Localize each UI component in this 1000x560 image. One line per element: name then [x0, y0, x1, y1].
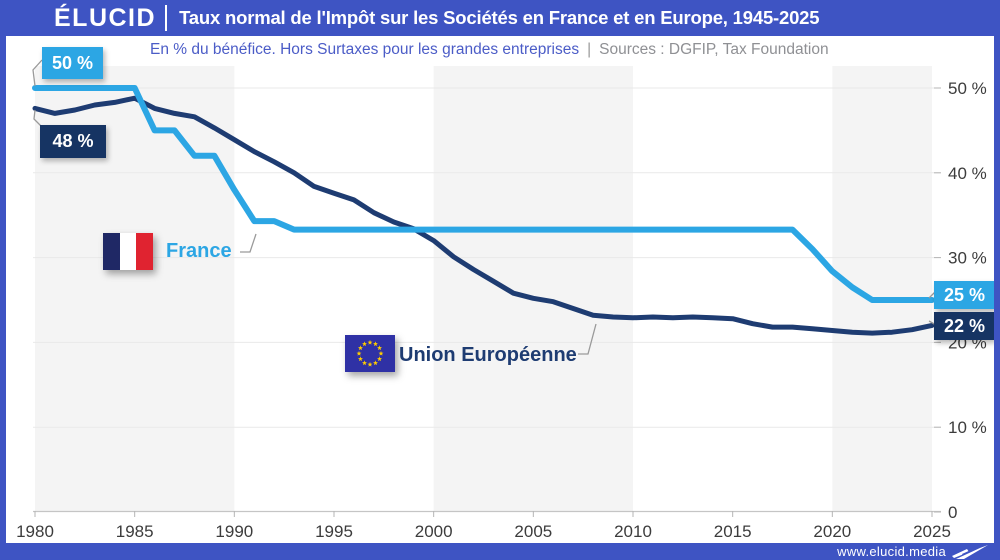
y-tick-label: 40 %: [948, 164, 987, 183]
eu-stars: [356, 339, 384, 367]
y-tick-label: 0: [948, 503, 957, 522]
elucid-logo: ÉLUCID: [54, 3, 157, 32]
chart-title: Taux normal de l'Impôt sur les Sociétés …: [179, 7, 820, 28]
france-flag-icon: [103, 233, 154, 270]
background-band: [433, 66, 633, 511]
eu-end-value-badge: 22 %: [934, 312, 995, 340]
footer-url: www.elucid.media: [837, 544, 946, 559]
x-tick-label: 2010: [614, 522, 652, 541]
footer-bar: www.elucid.media: [0, 543, 1000, 560]
legend-label-france: France: [166, 240, 232, 262]
subtitle-description: En % du bénéfice. Hors Surtaxes pour les…: [150, 41, 580, 58]
france-start-value-badge: 50 %: [42, 47, 103, 79]
header-bar: ÉLUCID Taux normal de l'Impôt sur les So…: [0, 0, 1000, 36]
france-end-value-badge: 25 %: [934, 281, 995, 309]
subtitle-separator: |: [587, 41, 592, 58]
subtitle-row: En % du bénéfice. Hors Surtaxes pour les…: [150, 38, 829, 62]
elucid-arrow-icon: [952, 544, 988, 560]
x-tick-label: 2000: [415, 522, 453, 541]
annotation-connector: [33, 109, 42, 127]
y-tick-label: 30 %: [948, 249, 987, 268]
eu-start-value-badge: 48 %: [40, 125, 106, 158]
frame-border-left: [0, 0, 6, 560]
series-line-france: [32, 85, 935, 303]
annotation-connector: [240, 233, 257, 253]
subtitle-sources: Sources : DGFIP, Tax Foundation: [599, 41, 829, 58]
x-tick-label: 1995: [315, 522, 353, 541]
x-tick-label: 2015: [714, 522, 752, 541]
eu-flag-icon: [345, 335, 395, 372]
annotation-connector: [32, 59, 43, 87]
annotation-connector: [578, 323, 597, 355]
header-separator: [165, 5, 168, 31]
y-tick-label: 50 %: [948, 79, 987, 98]
y-tick-label: 10 %: [948, 418, 987, 437]
series-line-eu: [32, 95, 935, 336]
x-tick-label: 1985: [116, 522, 154, 541]
x-tick-label: 1980: [16, 522, 54, 541]
x-tick-label: 1990: [215, 522, 253, 541]
legend-label-eu: Union Européenne: [399, 344, 577, 366]
background-band: [832, 66, 932, 511]
x-tick-label: 2025: [913, 522, 951, 541]
x-tick-label: 2005: [514, 522, 552, 541]
frame-border-right: [994, 0, 1000, 560]
x-tick-label: 2020: [813, 522, 851, 541]
